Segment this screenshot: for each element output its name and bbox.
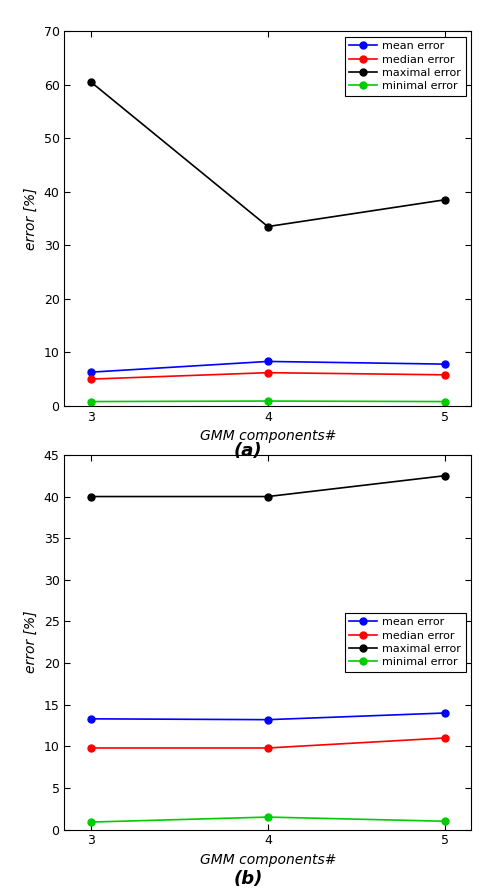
maximal error xyxy=(442,194,448,205)
Line: maximal error: maximal error xyxy=(87,78,448,230)
Y-axis label: error [%]: error [%] xyxy=(24,611,38,673)
Line: median error: median error xyxy=(87,734,448,751)
Line: minimal error: minimal error xyxy=(87,398,448,405)
Line: maximal error: maximal error xyxy=(87,472,448,500)
median error xyxy=(265,368,271,378)
Text: (a): (a) xyxy=(234,442,262,459)
mean error xyxy=(265,714,271,725)
median error xyxy=(265,743,271,754)
minimal error xyxy=(88,396,94,407)
mean error xyxy=(88,367,94,377)
mean error xyxy=(442,707,448,718)
mean error xyxy=(265,356,271,367)
median error xyxy=(442,369,448,380)
median error xyxy=(442,732,448,743)
Legend: mean error, median error, maximal error, minimal error: mean error, median error, maximal error,… xyxy=(345,613,466,672)
Text: (b): (b) xyxy=(233,870,263,888)
Legend: mean error, median error, maximal error, minimal error: mean error, median error, maximal error,… xyxy=(345,37,466,95)
Line: median error: median error xyxy=(87,369,448,383)
median error xyxy=(88,743,94,754)
Line: minimal error: minimal error xyxy=(87,814,448,825)
minimal error xyxy=(442,816,448,827)
minimal error xyxy=(265,396,271,407)
maximal error xyxy=(265,491,271,502)
mean error xyxy=(88,714,94,724)
minimal error xyxy=(265,812,271,822)
maximal error xyxy=(88,77,94,87)
mean error xyxy=(442,359,448,369)
minimal error xyxy=(88,817,94,828)
minimal error xyxy=(442,396,448,407)
Line: mean error: mean error xyxy=(87,358,448,376)
Line: mean error: mean error xyxy=(87,709,448,723)
X-axis label: GMM components#: GMM components# xyxy=(200,853,336,867)
median error xyxy=(88,374,94,384)
maximal error xyxy=(88,491,94,502)
Y-axis label: error [%]: error [%] xyxy=(24,187,38,250)
maximal error xyxy=(442,470,448,481)
X-axis label: GMM components#: GMM components# xyxy=(200,429,336,443)
maximal error xyxy=(265,221,271,232)
